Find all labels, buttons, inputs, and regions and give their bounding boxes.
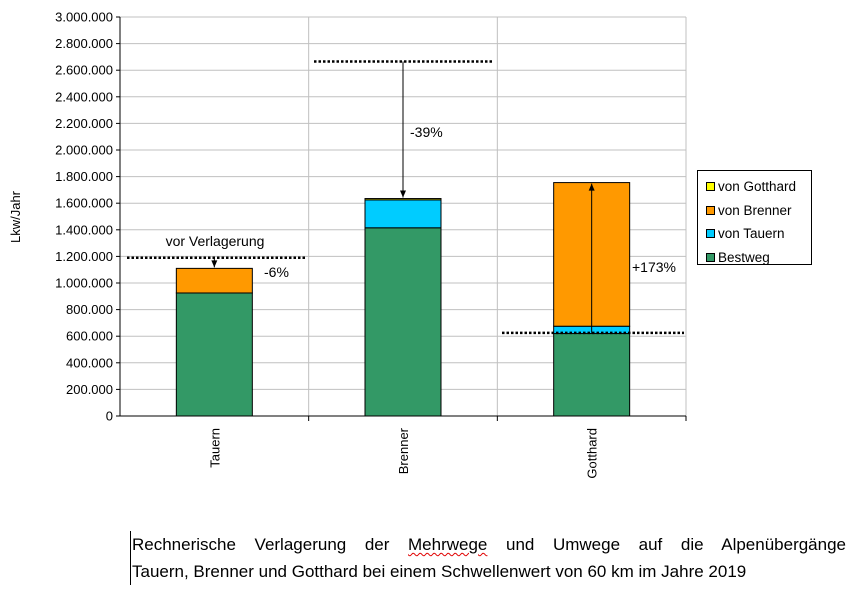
caption-text: und Umwege auf die Alpenübergänge xyxy=(487,535,847,554)
caption-line-2: Tauern, Brenner und Gotthard bei einem S… xyxy=(132,562,747,581)
x-tick-label: Tauern xyxy=(207,428,222,468)
change-arrow-head xyxy=(211,260,218,268)
x-tick-labels: Tauern Brenner Gotthard xyxy=(207,427,599,478)
y-tick-labels: 0 200.000 400.000 600.000 800.000 1.000.000 1.… xyxy=(55,10,113,424)
bar-tauern-von-brenner xyxy=(175,267,253,294)
y-tick-label: 2.200.000 xyxy=(55,116,113,131)
x-tick-label: Gotthard xyxy=(585,428,600,479)
legend-swatch-von-brenner xyxy=(706,205,715,215)
y-tick-label: 400.000 xyxy=(66,355,113,370)
reference-lines xyxy=(127,60,684,335)
legend-item-von-brenner: von Brenner xyxy=(706,199,805,223)
legend-item-bestweg: Bestweg xyxy=(706,246,805,270)
y-tick-label: 2.600.000 xyxy=(55,63,113,78)
y-tick-label: 2.000.000 xyxy=(55,143,113,158)
y-tick-label: 2.400.000 xyxy=(55,89,113,104)
annotation-label: +173% xyxy=(632,259,676,275)
legend-item-von-gotthard: von Gotthard xyxy=(706,175,805,199)
y-tick-label: 0 xyxy=(106,409,113,424)
caption-spellcheck-word: Mehrwege xyxy=(408,535,488,554)
y-tick-label: 1.600.000 xyxy=(55,196,113,211)
caption-text: Rechnerische Verlagerung der xyxy=(132,535,409,554)
x-tick-label: Brenner xyxy=(396,427,411,474)
y-tick-label: 1.200.000 xyxy=(55,249,113,264)
bar-brenner-bestweg xyxy=(364,227,442,417)
y-tick-label: 3.000.000 xyxy=(55,10,113,25)
axes xyxy=(116,16,687,421)
legend-label: von Tauern xyxy=(718,226,785,242)
legend-label: von Gotthard xyxy=(718,179,797,195)
bar-tauern-bestweg xyxy=(175,292,253,417)
annotation-label: vor Verlagerung xyxy=(166,233,265,249)
bar-brenner-von-gotthard xyxy=(364,198,442,201)
legend-swatch-bestweg xyxy=(706,252,715,262)
stacked-bar-chart: 0 200.000 400.000 600.000 800.000 1.000.000 1.… xyxy=(8,10,687,479)
bar-brenner-von-tauern xyxy=(364,199,442,229)
legend-label: von Brenner xyxy=(718,202,792,218)
change-arrow-head xyxy=(400,190,406,198)
y-tick-label: 1.800.000 xyxy=(55,169,113,184)
bar-gotthard-bestweg xyxy=(553,333,631,417)
annotation-label: -6% xyxy=(264,264,289,280)
legend-swatch-von-gotthard xyxy=(706,182,715,192)
bars xyxy=(175,182,631,417)
y-tick-label: 2.800.000 xyxy=(55,36,113,51)
figure-caption: Rechnerische Verlagerung der Mehrwege un… xyxy=(130,531,846,585)
annotations: vor Verlagerung -6% -39% +173% xyxy=(166,124,676,280)
change-arrow-head xyxy=(588,183,595,191)
caption-line-1: Rechnerische Verlagerung der Mehrwege un… xyxy=(132,531,846,558)
legend-item-von-tauern: von Tauern xyxy=(706,222,805,246)
y-tick-label: 200.000 xyxy=(66,382,113,397)
annotation-label: -39% xyxy=(410,124,443,140)
legend: von Gotthard von Brenner von Tauern Best… xyxy=(697,170,812,265)
y-tick-label: 600.000 xyxy=(66,329,113,344)
y-tick-label: 800.000 xyxy=(66,302,113,317)
legend-swatch-von-tauern xyxy=(706,229,715,239)
y-axis-label: Lkw/Jahr xyxy=(8,190,23,243)
y-tick-label: 1.000.000 xyxy=(55,276,113,291)
legend-label: Bestweg xyxy=(718,249,770,265)
y-tick-label: 1.400.000 xyxy=(55,222,113,237)
